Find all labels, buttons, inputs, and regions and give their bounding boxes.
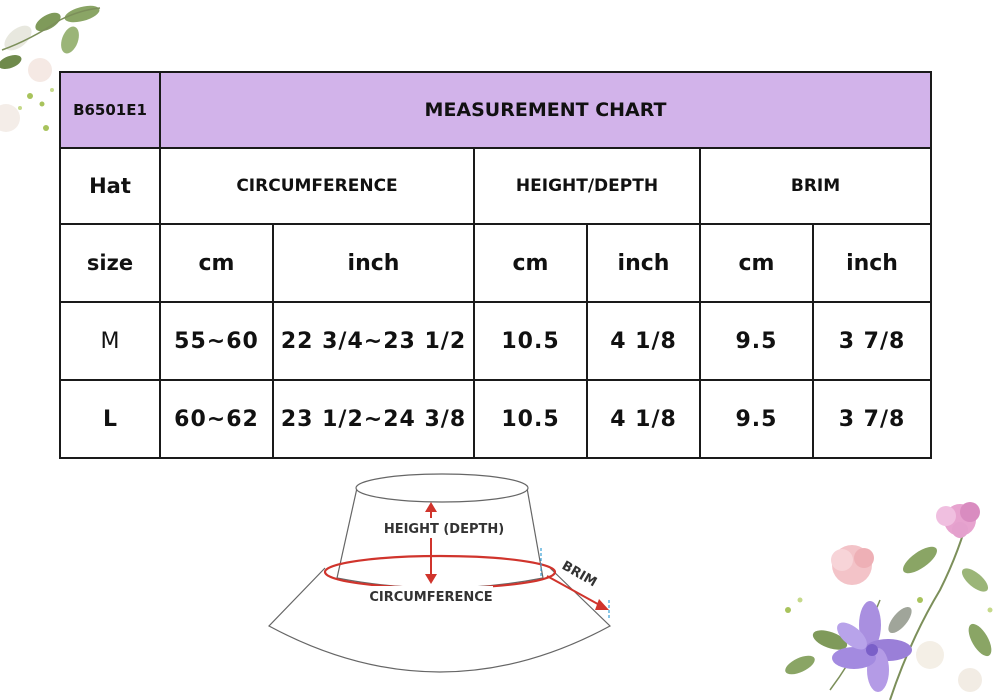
size-cell: M bbox=[59, 301, 161, 381]
unit-inch-brim: inch bbox=[811, 223, 933, 303]
hat-top-outline bbox=[355, 473, 529, 503]
height-cm-cell: 10.5 bbox=[473, 301, 588, 381]
brim-inch-cell: 3 7/8 bbox=[811, 301, 933, 381]
circumference-inch-cell: 23 1/2~24 3/8 bbox=[272, 379, 475, 459]
height-cm-cell: 10.5 bbox=[473, 379, 588, 459]
hat-diagram: HEIGHT (DEPTH) CIRCUMFERENCE BRIM bbox=[268, 473, 612, 673]
group-header-height-depth: HEIGHT/DEPTH bbox=[473, 147, 701, 225]
size-label: size bbox=[59, 223, 161, 303]
height-arrow-head-top bbox=[425, 502, 437, 512]
circumference-cm-cell: 55~60 bbox=[159, 301, 274, 381]
chart-title: MEASUREMENT CHART bbox=[158, 71, 933, 149]
group-header-brim: BRIM bbox=[698, 147, 933, 225]
table-row: L 60~62 23 1/2~24 3/8 10.5 4 1/8 9.5 3 7… bbox=[59, 379, 933, 459]
height-depth-label: HEIGHT (DEPTH) bbox=[384, 522, 504, 537]
circumference-label: CIRCUMFERENCE bbox=[369, 590, 492, 605]
circumference-inch-cell: 22 3/4~23 1/2 bbox=[272, 301, 475, 381]
circumference-cm-cell: 60~62 bbox=[159, 379, 274, 459]
brim-arrow bbox=[546, 575, 606, 609]
floral-decoration-bottom-right bbox=[785, 502, 993, 700]
brim-cm-cell: 9.5 bbox=[699, 301, 814, 381]
brim-inch-cell: 3 7/8 bbox=[811, 379, 933, 459]
table-row: M 55~60 22 3/4~23 1/2 10.5 4 1/8 9.5 3 7… bbox=[59, 301, 933, 381]
brim-cm-cell: 9.5 bbox=[699, 379, 814, 459]
floral-decoration-top-left bbox=[0, 5, 101, 132]
unit-inch-circumference: inch bbox=[272, 223, 475, 303]
hat-brim-outline bbox=[268, 567, 612, 673]
unit-cm-circumference: cm bbox=[159, 223, 274, 303]
group-header-circumference: CIRCUMFERENCE bbox=[159, 147, 475, 225]
measurement-table: B6501E1 MEASUREMENT CHART Hat CIRCUMFERE… bbox=[59, 71, 933, 459]
height-inch-cell: 4 1/8 bbox=[586, 301, 701, 381]
hat-label: Hat bbox=[59, 147, 161, 225]
unit-cm-height: cm bbox=[473, 223, 588, 303]
height-inch-cell: 4 1/8 bbox=[586, 379, 701, 459]
height-arrow-head-bottom bbox=[425, 574, 437, 584]
product-code-cell: B6501E1 bbox=[59, 71, 161, 149]
size-cell: L bbox=[59, 379, 161, 459]
unit-inch-height: inch bbox=[586, 223, 701, 303]
brim-arrow-head bbox=[595, 599, 609, 610]
unit-cm-brim: cm bbox=[699, 223, 814, 303]
